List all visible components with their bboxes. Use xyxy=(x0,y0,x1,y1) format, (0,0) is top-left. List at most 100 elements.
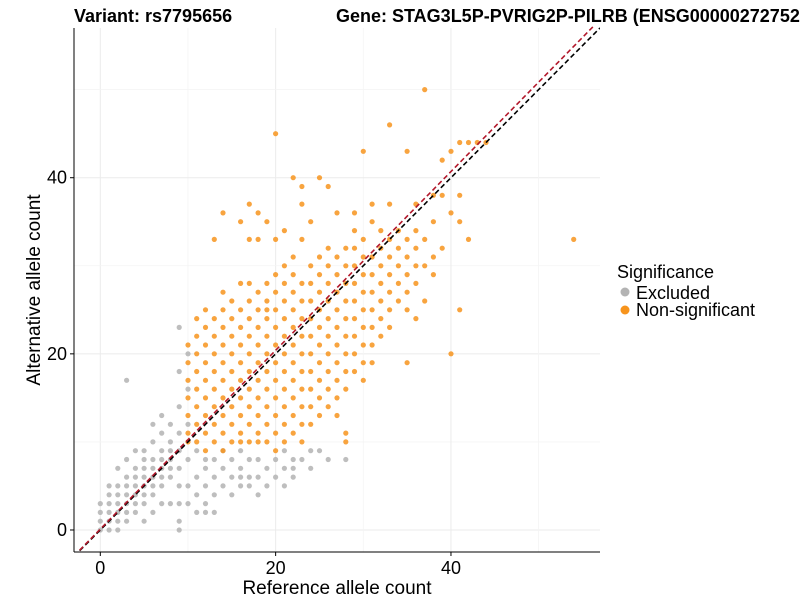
legend-label-excluded: Excluded xyxy=(636,283,710,303)
non-significant-point xyxy=(387,272,393,278)
excluded-point xyxy=(141,474,147,480)
non-significant-point xyxy=(211,439,217,445)
non-significant-point xyxy=(273,131,279,137)
excluded-point xyxy=(220,465,226,471)
excluded-point xyxy=(211,456,217,463)
non-significant-point xyxy=(238,377,244,383)
non-significant-point xyxy=(448,351,454,357)
excluded-point xyxy=(167,465,173,471)
non-significant-point xyxy=(343,263,349,269)
non-significant-point xyxy=(273,430,279,436)
non-significant-point xyxy=(457,139,463,146)
non-significant-point xyxy=(378,263,384,269)
non-significant-point xyxy=(229,368,235,375)
non-significant-point xyxy=(360,254,366,260)
non-significant-point xyxy=(316,342,323,348)
excluded-point xyxy=(238,465,244,471)
excluded-point xyxy=(150,421,156,427)
excluded-point xyxy=(264,483,270,489)
excluded-point xyxy=(202,509,209,515)
excluded-point xyxy=(264,465,270,471)
non-significant-point xyxy=(299,439,305,445)
reference-lines xyxy=(76,26,600,552)
excluded-point xyxy=(167,474,173,480)
non-significant-point xyxy=(369,272,375,278)
non-significant-point xyxy=(308,386,314,392)
non-significant-point xyxy=(238,360,244,366)
non-significant-point xyxy=(316,360,323,366)
non-significant-point xyxy=(325,368,331,375)
non-significant-point xyxy=(351,368,358,375)
non-significant-point xyxy=(378,316,384,322)
non-significant-point xyxy=(465,139,472,146)
excluded-point xyxy=(106,509,112,515)
non-significant-point xyxy=(387,289,393,295)
non-significant-point xyxy=(264,316,270,322)
non-significant-point xyxy=(220,324,226,330)
non-significant-point xyxy=(281,333,287,339)
non-significant-point xyxy=(202,430,209,436)
non-significant-point xyxy=(194,439,200,445)
non-significant-point xyxy=(229,404,235,410)
excluded-point xyxy=(132,483,138,489)
excluded-point xyxy=(141,456,147,463)
non-significant-point xyxy=(308,333,314,339)
excluded-point xyxy=(176,430,182,436)
excluded-point xyxy=(141,492,147,498)
excluded-point xyxy=(141,448,147,454)
non-significant-point xyxy=(325,280,331,286)
non-significant-point xyxy=(395,263,401,269)
non-significant-point xyxy=(185,360,191,366)
non-significant-point xyxy=(220,377,226,383)
non-significant-point xyxy=(273,448,279,454)
non-significant-point xyxy=(299,280,305,286)
non-significant-point xyxy=(571,236,577,242)
non-significant-point xyxy=(299,333,305,339)
non-significant-point xyxy=(308,421,314,427)
non-significant-point xyxy=(334,342,340,348)
non-significant-point xyxy=(194,421,200,427)
non-significant-point xyxy=(255,342,261,348)
non-significant-point xyxy=(246,236,252,242)
excluded-point xyxy=(159,456,165,463)
y-tick-label: 0 xyxy=(57,520,67,540)
variant-title: Variant: rs7795656 xyxy=(74,6,232,26)
non-significant-point xyxy=(299,236,305,242)
non-significant-point xyxy=(351,245,358,251)
non-significant-point xyxy=(185,412,191,419)
non-significant-point xyxy=(369,360,375,366)
non-significant-point xyxy=(351,263,358,269)
excluded-point xyxy=(273,456,279,463)
non-significant-point xyxy=(360,377,366,383)
non-significant-point xyxy=(422,263,428,269)
non-significant-point xyxy=(422,236,428,242)
non-significant-point xyxy=(334,324,340,330)
excluded-point xyxy=(176,501,182,507)
excluded-point xyxy=(185,456,191,463)
non-significant-point xyxy=(343,316,349,322)
non-significant-point xyxy=(281,298,287,304)
non-significant-point xyxy=(246,386,252,392)
non-significant-point xyxy=(220,430,226,436)
excluded-point xyxy=(290,474,296,480)
non-significant-point xyxy=(369,201,375,207)
non-significant-point xyxy=(308,351,314,357)
non-significant-point xyxy=(238,395,244,401)
excluded-point xyxy=(202,465,209,471)
non-significant-point xyxy=(238,439,244,445)
non-significant-point xyxy=(343,386,349,392)
non-significant-point xyxy=(194,404,200,410)
non-significant-point xyxy=(404,148,410,154)
excluded-point xyxy=(115,501,121,507)
non-significant-point xyxy=(246,404,252,410)
non-significant-point xyxy=(202,377,209,383)
excluded-point xyxy=(132,509,138,515)
excluded-point xyxy=(167,439,173,445)
non-significant-point xyxy=(281,404,287,410)
non-significant-point xyxy=(211,236,217,242)
non-significant-point xyxy=(281,351,287,357)
non-significant-point xyxy=(351,351,358,357)
non-significant-point xyxy=(238,280,244,286)
non-significant-point xyxy=(255,439,261,445)
excluded-point xyxy=(132,501,138,507)
